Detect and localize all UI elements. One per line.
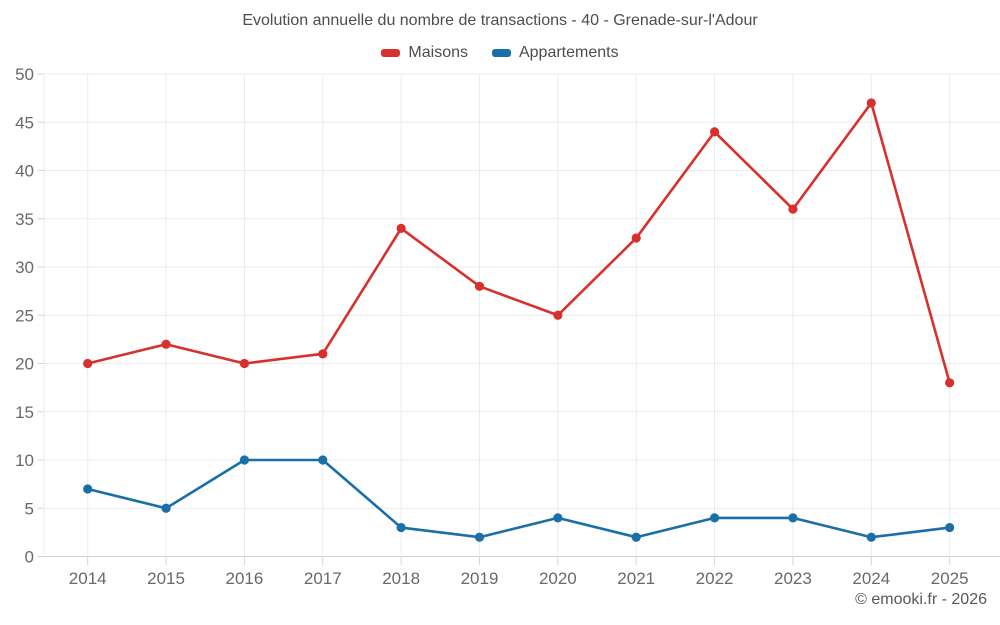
x-axis-label: 2020: [539, 569, 577, 588]
series-appartements: [83, 455, 955, 542]
data-point-maisons-2016: [239, 358, 250, 369]
data-point-appartements-2024: [866, 532, 876, 542]
x-axis-label: 2014: [69, 569, 107, 588]
y-axis-label: 25: [15, 306, 34, 325]
footer-credit: © emooki.fr - 2026: [855, 591, 987, 608]
data-point-maisons-2021: [631, 233, 641, 243]
data-point-appartements-2020: [553, 513, 563, 523]
data-point-maisons-2015: [161, 339, 171, 349]
data-point-maisons-2020: [553, 310, 563, 320]
data-point-appartements-2025: [945, 522, 955, 533]
data-point-maisons-2017: [318, 349, 328, 359]
y-axis-label: 35: [15, 210, 34, 229]
data-point-appartements-2022: [709, 513, 720, 523]
series-line-appartements: [86, 458, 951, 539]
data-point-appartements-2015: [161, 503, 171, 513]
series-line-maisons: [86, 101, 951, 385]
legend-label-appartements: Appartements: [518, 44, 619, 61]
legend: Maisons Appartements: [0, 44, 1000, 62]
data-point-appartements-2016: [239, 455, 250, 465]
data-point-maisons-2024: [866, 98, 876, 108]
data-point-maisons-2018: [396, 223, 406, 233]
y-axis-label: 5: [25, 499, 34, 518]
x-axis-label: 2019: [461, 569, 499, 588]
data-point-appartements-2019: [474, 532, 485, 542]
y-axis-label: 15: [15, 403, 34, 422]
legend-swatch-maisons: [381, 49, 401, 57]
data-point-maisons-2019: [474, 281, 485, 291]
y-axis-label: 10: [15, 451, 34, 470]
data-point-maisons-2022: [709, 127, 720, 137]
x-axis-label: 2024: [852, 569, 890, 588]
y-axis-label: 40: [15, 162, 34, 181]
data-point-appartements-2023: [788, 513, 798, 523]
data-point-maisons-2014: [83, 358, 93, 369]
x-axis-label: 2015: [147, 569, 185, 588]
data-point-appartements-2017: [318, 455, 328, 465]
data-point-appartements-2014: [83, 484, 93, 494]
y-axis-label: 0: [25, 548, 34, 567]
x-axis-label: 2023: [774, 569, 812, 588]
x-axis-label: 2025: [931, 569, 969, 588]
x-axis-label: 2018: [382, 569, 420, 588]
data-point-appartements-2021: [631, 532, 641, 542]
x-axis-label: 2021: [617, 569, 655, 588]
data-point-maisons-2025: [945, 378, 955, 388]
chart-title: Evolution annuelle du nombre de transact…: [242, 12, 758, 29]
data-point-maisons-2023: [788, 204, 798, 214]
data-point-appartements-2018: [396, 522, 406, 533]
y-axis-label: 50: [15, 65, 34, 84]
series-maisons: [83, 98, 955, 388]
x-axis-label: 2016: [226, 569, 264, 588]
x-axis-label: 2017: [304, 569, 342, 588]
y-axis-label: 30: [15, 258, 34, 277]
y-axis-label: 20: [15, 355, 34, 374]
legend-item-maisons[interactable]: Maisons: [381, 44, 468, 62]
legend-swatch-appartements: [491, 49, 511, 57]
x-axis-label: 2022: [696, 569, 734, 588]
legend-label-maisons: Maisons: [408, 44, 468, 61]
legend-item-appartements[interactable]: Appartements: [491, 44, 619, 62]
y-axis-label: 45: [15, 113, 34, 132]
